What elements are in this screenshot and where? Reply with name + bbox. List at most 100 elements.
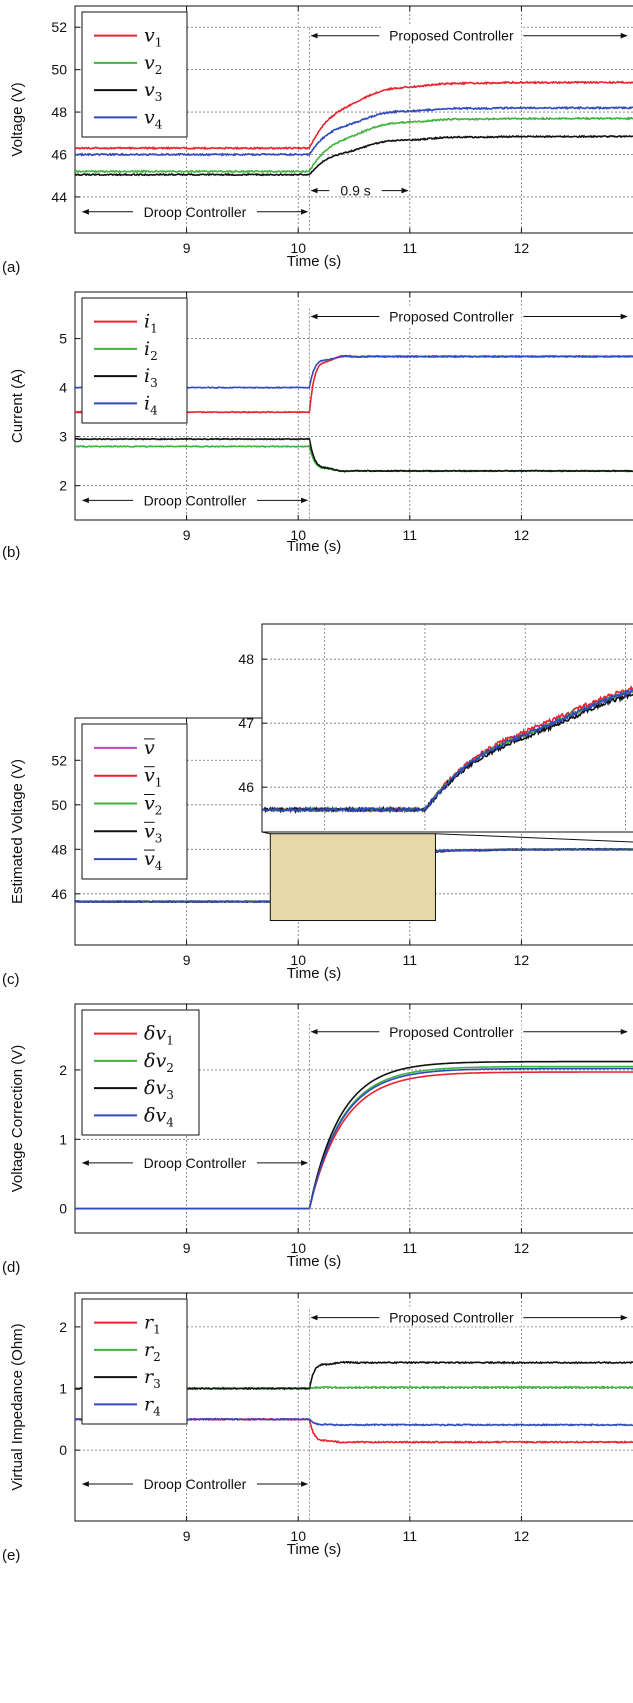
legend-subscript: 1 <box>150 322 158 336</box>
legend-entry: v4 <box>144 106 163 131</box>
x-tick-label: 10 <box>290 527 306 543</box>
legend-subscript: 2 <box>155 804 163 818</box>
legend-symbol: v <box>144 793 155 815</box>
legend-subscript: 3 <box>153 1377 161 1391</box>
x-axis-label: Time (s) <box>287 1253 341 1270</box>
legend-subscript: 3 <box>155 90 163 104</box>
legend-symbol: r <box>144 1339 155 1361</box>
plot-area <box>75 80 633 177</box>
x-axis-label: Time (s) <box>287 965 341 982</box>
x-tick-label: 11 <box>403 1240 418 1256</box>
legend-subscript: 4 <box>150 403 158 417</box>
annotation-text: Droop Controller <box>144 492 247 508</box>
series-line-2 <box>75 444 633 473</box>
inset-y-tick-label: 46 <box>238 779 254 795</box>
panel-label: (d) <box>2 1259 20 1276</box>
panel-label: (a) <box>2 259 20 276</box>
series-line-2 <box>75 116 633 174</box>
x-tick-label: 11 <box>403 1528 418 1544</box>
legend-symbol: v <box>144 79 155 101</box>
legend-subscript: 4 <box>166 1115 174 1129</box>
x-tick-label: 12 <box>514 240 530 256</box>
y-tick-label: 5 <box>59 331 67 347</box>
legend-entry: δv3 <box>144 1077 174 1102</box>
legend-entry: i4 <box>144 392 158 417</box>
legend-symbol: δv <box>144 1077 166 1099</box>
y-tick-label: 48 <box>51 841 67 857</box>
legend-symbol: i <box>144 338 150 360</box>
x-tick-label: 10 <box>290 240 306 256</box>
y-tick-label: 0 <box>59 1442 67 1458</box>
y-tick-label: 2 <box>59 1062 67 1078</box>
y-tick-label: 46 <box>51 147 67 163</box>
zoom-connector <box>435 833 633 843</box>
series-line-3 <box>75 134 633 177</box>
legend-entry: v <box>144 737 155 759</box>
legend-subscript: 1 <box>166 1034 174 1048</box>
x-tick-label: 11 <box>403 240 418 256</box>
legend-symbol: δv <box>144 1023 166 1045</box>
legend-entry: v2 <box>144 52 162 77</box>
legend-entry: i1 <box>144 311 158 336</box>
x-tick-label: 12 <box>514 952 530 968</box>
zoom-region <box>269 833 436 922</box>
annotation-bg <box>381 305 522 326</box>
x-tick-label: 9 <box>183 1528 191 1544</box>
plot-area <box>75 354 633 473</box>
annotation-text: 0.9 s <box>340 183 370 199</box>
y-tick-label: 50 <box>51 62 67 78</box>
y-axis-label: Voltage Correction (V) <box>9 1045 26 1193</box>
legend-symbol: r <box>144 1366 155 1388</box>
inset-y-tick-label: 47 <box>238 715 254 731</box>
legend-symbol: v <box>144 765 155 787</box>
y-tick-label: 1 <box>59 1381 67 1397</box>
legend-box <box>81 1009 200 1136</box>
annotation-text: Droop Controller <box>144 204 247 220</box>
axes-frame <box>74 291 633 521</box>
annotation-text: Droop Controller <box>144 1476 247 1492</box>
legend-subscript: 2 <box>166 1061 174 1075</box>
legend-subscript: 3 <box>166 1088 174 1102</box>
legend-symbol: v <box>144 106 155 128</box>
annotation-bg <box>381 24 522 45</box>
x-tick-label: 9 <box>183 952 191 968</box>
legend-box <box>81 11 188 138</box>
legend-subscript: 4 <box>153 1404 161 1418</box>
legend-entry: δv4 <box>144 1104 174 1129</box>
y-axis-label: Virtual Impedance (Ohm) <box>9 1323 26 1490</box>
panel-label: (e) <box>2 1547 20 1564</box>
x-tick-label: 11 <box>403 952 418 968</box>
legend-subscript: 1 <box>155 776 163 790</box>
legend-box <box>81 297 188 424</box>
y-tick-label: 44 <box>51 189 67 205</box>
panel-label: (c) <box>2 971 20 988</box>
series-line-4 <box>75 105 633 157</box>
legend-subscript: 2 <box>155 63 163 77</box>
inset-y-tick-label: 48 <box>238 651 254 667</box>
axes-frame <box>74 1292 633 1522</box>
legend-symbol: δv <box>144 1104 166 1126</box>
y-tick-label: 3 <box>59 429 67 445</box>
legend-symbol: r <box>144 1393 155 1415</box>
annotation-bg <box>381 1020 522 1041</box>
legend-subscript: 4 <box>155 117 163 131</box>
inset-series-line-4 <box>262 688 633 814</box>
legend-symbol: δv <box>144 1050 166 1072</box>
legend-subscript: 2 <box>150 349 158 363</box>
legend-entry: v1 <box>144 765 162 790</box>
series-line-3 <box>75 437 633 473</box>
legend-symbol: i <box>144 392 150 414</box>
annotation-text: Proposed Controller <box>389 1310 514 1326</box>
annotation-text: Proposed Controller <box>389 309 514 325</box>
y-tick-label: 48 <box>51 104 67 120</box>
annotation-text: Proposed Controller <box>389 1024 514 1040</box>
legend-subscript: 1 <box>155 36 163 50</box>
legend-entry: v3 <box>144 79 162 104</box>
